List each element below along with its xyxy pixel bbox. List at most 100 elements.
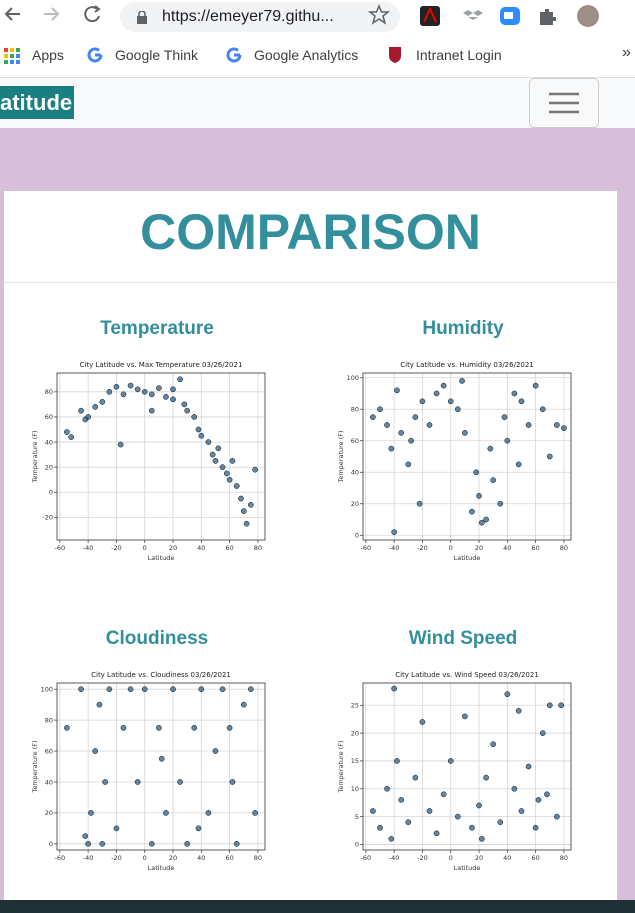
content-card: COMPARISON Temperature City Latitude vs. … <box>4 191 617 900</box>
scatter-point <box>156 724 162 731</box>
scatter-point <box>469 824 475 831</box>
shield-icon <box>389 47 401 63</box>
scatter-point <box>252 466 258 473</box>
scatter-point <box>405 461 412 468</box>
x-tick-label: 0 <box>143 854 147 862</box>
scatter-point <box>511 785 518 792</box>
scatter-point <box>248 501 254 508</box>
y-tick-label: 40 <box>45 778 53 786</box>
scatter-point <box>148 840 155 847</box>
bookmark[interactable]: Google Think <box>115 47 199 63</box>
scatter-point <box>82 416 89 423</box>
x-tick-label: 60 <box>531 544 539 552</box>
chart-title: City Latitude vs. Cloudiness 03/26/2021 <box>91 671 231 679</box>
x-axis-label: Latitude <box>148 864 175 872</box>
divider <box>4 282 617 283</box>
scatter-point <box>394 758 400 764</box>
scatter-point <box>184 840 191 847</box>
scatter-point <box>191 724 198 731</box>
scatter-point <box>238 495 244 502</box>
scatter-point <box>85 840 91 847</box>
scatter-point <box>78 686 84 693</box>
scatter-point <box>497 819 504 826</box>
x-tick-label: 80 <box>560 854 568 862</box>
x-tick-label: -20 <box>111 544 122 552</box>
nav-buttons[interactable] <box>0 0 120 36</box>
google-icon <box>226 47 242 63</box>
scatter-point <box>141 686 148 693</box>
x-tick-label: -40 <box>83 854 94 862</box>
scatter-point <box>106 388 113 395</box>
scatter-point <box>78 407 84 414</box>
bookmark[interactable]: Apps <box>32 47 64 63</box>
page-heading: COMPARISON <box>140 204 481 260</box>
scatter-point <box>454 406 461 413</box>
scatter-point <box>518 808 525 814</box>
scatter-point <box>391 685 397 692</box>
scatter-point <box>426 422 433 428</box>
browser-toolbar: https://emeyer79.githu... <box>0 0 635 36</box>
scatter-point <box>198 432 205 439</box>
scatter-point <box>447 398 454 405</box>
scatter-point <box>394 387 400 394</box>
chart: City Latitude vs. Max Temperature 03/26/… <box>31 361 266 562</box>
scatter-point <box>113 825 120 832</box>
y-axis-label: Temperature (F) <box>31 740 39 793</box>
y-tick-label: 60 <box>351 437 359 445</box>
address-bar[interactable]: https://emeyer79.githu... <box>120 2 400 32</box>
y-tick-label: 80 <box>45 716 53 724</box>
scatter-point <box>64 429 70 435</box>
scatter-point <box>535 797 542 803</box>
x-tick-label: -40 <box>83 544 94 552</box>
scatter-point <box>64 724 70 731</box>
chart: City Latitude vs. Wind Speed 03/26/2021 0… <box>337 671 572 872</box>
x-tick-label: 0 <box>449 544 453 552</box>
y-tick-label: 0 <box>355 841 359 849</box>
more-bookmarks[interactable]: » <box>622 44 631 61</box>
y-tick-label: 20 <box>351 729 359 737</box>
x-tick-label: 40 <box>503 544 511 552</box>
y-tick-label: 80 <box>351 406 359 414</box>
scatter-point <box>212 458 219 464</box>
scatter-point <box>433 830 440 837</box>
bookmark[interactable]: Intranet Login <box>416 47 502 63</box>
scatter-point <box>558 702 564 709</box>
scatter-point <box>388 836 395 842</box>
scatter-point <box>546 702 553 709</box>
scatter-point <box>158 755 165 762</box>
scatter-point <box>205 439 212 445</box>
scatter-point <box>102 779 108 785</box>
x-tick-label: 0 <box>449 854 453 862</box>
scatter-point <box>163 810 169 816</box>
scatter-point <box>177 376 183 383</box>
x-tick-label: 80 <box>560 544 568 552</box>
scatter-point <box>68 434 74 440</box>
y-tick-label: 40 <box>351 469 359 477</box>
x-tick-label: 40 <box>197 544 205 552</box>
menu-toggle[interactable] <box>529 78 599 128</box>
scatter-point <box>384 785 390 792</box>
extension-icons <box>368 4 599 27</box>
brand[interactable]: atitude <box>0 86 75 119</box>
scatter-point <box>82 833 89 839</box>
y-tick-label: 15 <box>351 757 359 765</box>
x-tick-label: 40 <box>197 854 205 862</box>
scatter-point <box>212 748 219 754</box>
y-tick-label: 100 <box>41 685 53 693</box>
bookmark[interactable]: Google Analytics <box>254 47 359 63</box>
scatter-point <box>243 520 250 527</box>
scatter-point <box>487 445 494 452</box>
scatter-point <box>469 508 475 515</box>
scatter-point <box>504 437 511 444</box>
scatter-point <box>518 398 525 405</box>
x-tick-label: 40 <box>503 854 511 862</box>
panel-heading: Wind Speed <box>408 628 518 649</box>
x-axis-label: Latitude <box>454 554 481 562</box>
y-tick-label: 25 <box>351 702 359 710</box>
scatter-point <box>127 686 134 693</box>
scatter-point <box>447 758 454 764</box>
scatter-point <box>96 701 103 708</box>
scatter-point <box>433 390 440 397</box>
scatter-point <box>462 430 468 436</box>
scatter-point <box>473 469 480 476</box>
